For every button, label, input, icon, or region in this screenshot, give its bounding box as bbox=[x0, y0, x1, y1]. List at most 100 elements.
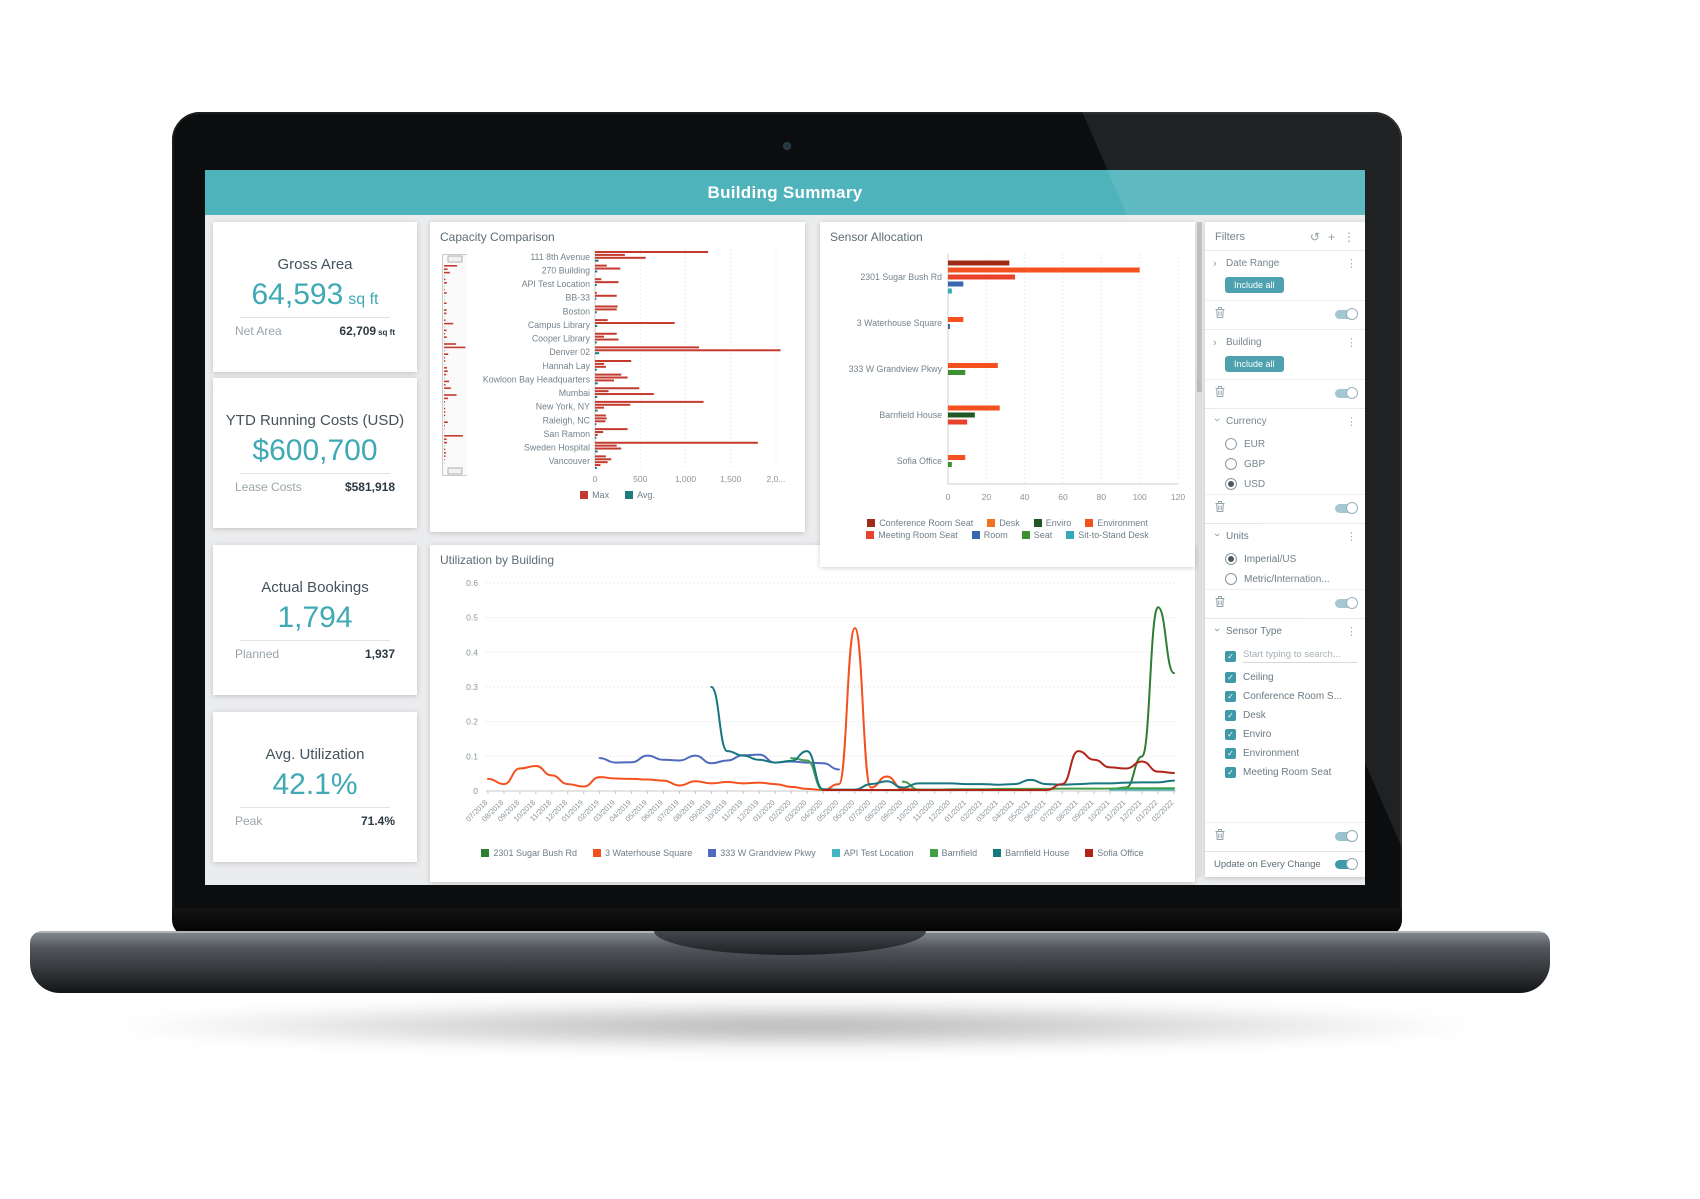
refresh-icon[interactable]: ↺ bbox=[1309, 230, 1320, 244]
filter-toggle[interactable] bbox=[1335, 596, 1358, 609]
radio-selected-icon[interactable] bbox=[1225, 553, 1237, 565]
radio-option[interactable]: Imperial/US bbox=[1205, 549, 1365, 569]
kebab-menu-icon[interactable]: ⋮ bbox=[1346, 416, 1357, 428]
checkbox-checked[interactable]: ✓ bbox=[1225, 729, 1236, 740]
filter-toggle[interactable] bbox=[1335, 307, 1358, 320]
sensor-search-input[interactable]: Start typing to search... bbox=[1243, 649, 1357, 663]
kpi-title: Gross Area bbox=[277, 255, 353, 273]
chevron-down-icon: › bbox=[1211, 532, 1223, 537]
legend-swatch bbox=[831, 849, 840, 857]
legend-item[interactable]: Barnfield bbox=[929, 848, 978, 858]
filter-section-header[interactable]: › Date Range ⋮ bbox=[1213, 257, 1357, 271]
checkbox-checked[interactable]: ✓ bbox=[1225, 691, 1236, 702]
capacity-minimap-scrollbar[interactable] bbox=[442, 254, 468, 476]
legend-item[interactable]: Sit-to-Stand Desk bbox=[1066, 530, 1149, 540]
checkbox-checked[interactable]: ✓ bbox=[1225, 748, 1236, 759]
checkbox-option[interactable]: ✓ Meeting Room Seat bbox=[1205, 763, 1365, 782]
kpi-card-gross-area: Gross Area 64,593 sq ft Net Area 62,709 sq… bbox=[213, 222, 417, 372]
svg-text:60: 60 bbox=[1058, 492, 1068, 502]
kpi-value: 64,593 sq ft bbox=[251, 277, 379, 311]
filter-section-header[interactable]: › Sensor Type ⋮ bbox=[1211, 626, 1357, 638]
legend-item[interactable]: Seat bbox=[1021, 530, 1052, 540]
legend-item[interactable]: Enviro bbox=[1033, 518, 1071, 528]
kebab-menu-icon[interactable]: ⋮ bbox=[1346, 258, 1357, 270]
svg-text:20: 20 bbox=[982, 492, 992, 502]
sensor-allocation-panel: Sensor Allocation 0 20 40 60 80 100 120 2301 Su… bbox=[820, 222, 1195, 567]
option-label: Conference Room S... bbox=[1243, 691, 1342, 702]
legend-item[interactable]: Sofia Office bbox=[1085, 848, 1144, 858]
legend-item[interactable]: 333 W Grandview Pkwy bbox=[708, 848, 816, 858]
checkbox-checked[interactable]: ✓ bbox=[1225, 650, 1236, 662]
checkbox-checked[interactable]: ✓ bbox=[1225, 767, 1236, 778]
radio-option[interactable]: Metric/Internation... bbox=[1205, 569, 1365, 589]
include-all-button[interactable]: Include all bbox=[1225, 277, 1284, 293]
trash-icon[interactable] bbox=[1214, 306, 1226, 322]
legend-label: 2301 Sugar Bush Rd bbox=[493, 848, 577, 858]
radio-option[interactable]: GBP bbox=[1205, 454, 1365, 474]
trash-icon[interactable] bbox=[1214, 385, 1226, 401]
legend-item[interactable]: Max bbox=[580, 490, 609, 500]
scrollbar-thumb[interactable] bbox=[1197, 222, 1202, 392]
kebab-menu-icon[interactable]: ⋮ bbox=[1343, 230, 1355, 244]
utilization-panel: Utilization by Building 0 0.1 0.2 0.3 0.4 0.5… bbox=[430, 545, 1195, 882]
legend-swatch bbox=[1085, 519, 1094, 527]
radio-icon[interactable] bbox=[1225, 438, 1237, 450]
vertical-scrollbar[interactable] bbox=[1197, 222, 1202, 877]
add-filter-icon[interactable]: + bbox=[1327, 230, 1335, 244]
legend-label: Environment bbox=[1097, 518, 1148, 528]
filter-section-header[interactable]: › Currency ⋮ bbox=[1211, 416, 1357, 428]
legend-label: Sit-to-Stand Desk bbox=[1078, 530, 1149, 540]
kebab-menu-icon[interactable]: ⋮ bbox=[1346, 626, 1357, 638]
update-toggle[interactable] bbox=[1335, 858, 1358, 870]
trash-icon[interactable] bbox=[1214, 500, 1226, 516]
radio-icon[interactable] bbox=[1225, 458, 1237, 470]
checkbox-option[interactable]: ✓ Conference Room S... bbox=[1205, 687, 1365, 706]
kpi-subrow: Peak 71.4% bbox=[235, 814, 395, 829]
checkbox-checked[interactable]: ✓ bbox=[1225, 672, 1236, 683]
filter-toggle[interactable] bbox=[1335, 829, 1358, 842]
legend-item[interactable]: API Test Location bbox=[831, 848, 914, 858]
legend-item[interactable]: Avg. bbox=[625, 490, 655, 500]
chevron-down-icon: › bbox=[1211, 417, 1223, 422]
filter-section-date-range: › Date Range ⋮ Include all bbox=[1205, 250, 1365, 329]
legend-item[interactable]: Environment bbox=[1085, 518, 1148, 528]
filter-toggle[interactable] bbox=[1335, 501, 1358, 514]
option-label: Desk bbox=[1243, 710, 1266, 721]
filter-toggle[interactable] bbox=[1335, 386, 1358, 399]
checkbox-option[interactable]: ✓ Ceiling bbox=[1205, 668, 1365, 687]
svg-text:Barnfield House: Barnfield House bbox=[879, 410, 942, 420]
filter-section-header[interactable]: › Units ⋮ bbox=[1211, 531, 1357, 543]
checkbox-option[interactable]: ✓ Environment bbox=[1205, 744, 1365, 763]
checkbox-option[interactable]: ✓ Enviro bbox=[1205, 725, 1365, 744]
radio-selected-icon[interactable] bbox=[1225, 478, 1237, 490]
legend-swatch bbox=[1085, 849, 1094, 857]
kpi-title: Avg. Utilization bbox=[265, 745, 365, 763]
legend-swatch bbox=[987, 519, 996, 527]
legend-swatch bbox=[866, 531, 875, 539]
svg-text:120: 120 bbox=[1171, 492, 1185, 502]
legend-item[interactable]: Conference Room Seat bbox=[867, 518, 973, 528]
kebab-menu-icon[interactable]: ⋮ bbox=[1346, 337, 1357, 349]
legend-item[interactable]: Barnfield House bbox=[993, 848, 1069, 858]
radio-option[interactable]: EUR bbox=[1205, 434, 1365, 454]
legend-item[interactable]: Meeting Room Seat bbox=[866, 530, 958, 540]
laptop-base bbox=[30, 931, 1550, 993]
trash-icon[interactable] bbox=[1214, 828, 1226, 844]
filters-title: Filters bbox=[1215, 231, 1245, 243]
legend-item[interactable]: 3 Waterhouse Square bbox=[592, 848, 692, 858]
radio-option[interactable]: USD bbox=[1205, 474, 1365, 494]
checkbox-checked[interactable]: ✓ bbox=[1225, 710, 1236, 721]
kebab-menu-icon[interactable]: ⋮ bbox=[1346, 531, 1357, 543]
legend-item[interactable]: Room bbox=[971, 530, 1008, 540]
legend-item[interactable]: 2301 Sugar Bush Rd bbox=[481, 848, 577, 858]
svg-text:Raleigh, NC: Raleigh, NC bbox=[543, 415, 591, 425]
svg-text:0: 0 bbox=[946, 492, 951, 502]
filter-section-header[interactable]: › Building ⋮ bbox=[1213, 336, 1357, 350]
legend-item[interactable]: Desk bbox=[987, 518, 1020, 528]
radio-icon[interactable] bbox=[1225, 573, 1237, 585]
trash-icon[interactable] bbox=[1214, 595, 1226, 611]
checkbox-option[interactable]: ✓ Desk bbox=[1205, 706, 1365, 725]
include-all-button[interactable]: Include all bbox=[1225, 356, 1284, 372]
legend-swatch bbox=[993, 849, 1002, 857]
legend-label: Barnfield bbox=[941, 848, 978, 858]
